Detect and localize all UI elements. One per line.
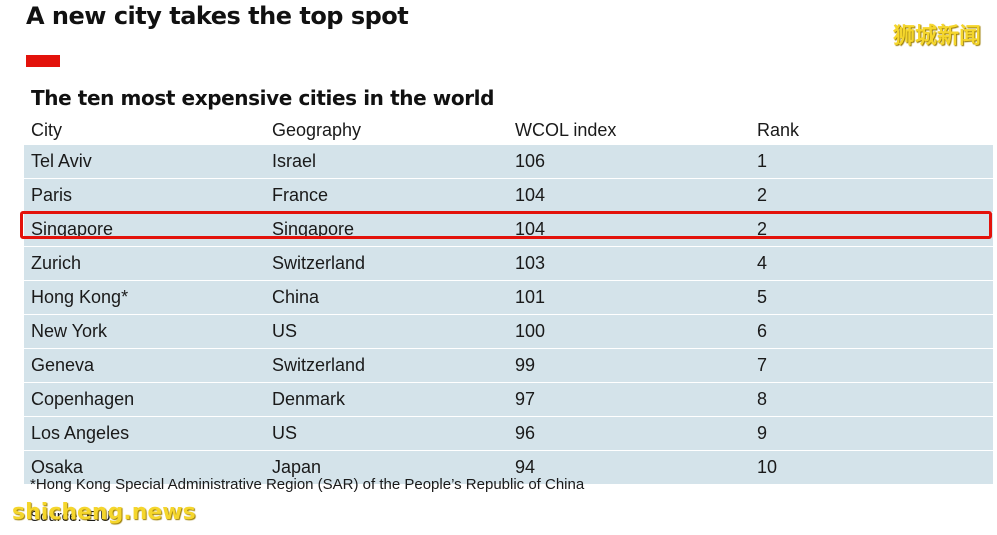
table-cell-geography: Israel — [272, 151, 317, 171]
table-cell-geography: Singapore — [272, 219, 355, 239]
table-cell-city: Geneva — [31, 355, 95, 375]
table-cell-city: Los Angeles — [31, 423, 130, 443]
table-cell-city: Copenhagen — [31, 389, 135, 409]
table-cell-geography: Japan — [272, 457, 322, 477]
table-cell-geography: US — [272, 423, 298, 443]
table-cell-wcol-index: 103 — [515, 253, 546, 273]
source-note: Source: EIU — [30, 508, 111, 525]
table-cell-rank: 7 — [757, 355, 768, 375]
table-row: New York US 100 6 — [24, 314, 993, 348]
table-row: Osaka Japan 94 10 — [24, 450, 993, 484]
table-cell-rank: 9 — [757, 423, 768, 443]
table-cell-rank: 6 — [757, 321, 768, 341]
table-cell-city: Paris — [31, 185, 73, 205]
table-cell-geography: Switzerland — [272, 355, 366, 375]
table-row: Geneva Switzerland 99 7 — [24, 348, 993, 382]
column-header-wcol-index: WCOL index — [515, 119, 617, 140]
table-cell-wcol-index: 94 — [515, 457, 536, 477]
table-row: Paris France 104 2 — [24, 178, 993, 212]
table-title: The ten most expensive cities in the wor… — [31, 86, 495, 110]
table-cell-wcol-index: 100 — [515, 321, 546, 341]
table-row: Copenhagen Denmark 97 8 — [24, 382, 993, 416]
table-cell-city: Tel Aviv — [31, 151, 92, 171]
table-cell-wcol-index: 101 — [515, 287, 546, 307]
table-cell-wcol-index: 96 — [515, 423, 536, 443]
table-cell-city: Zurich — [31, 253, 82, 273]
table-cell-rank: 5 — [757, 287, 768, 307]
table-cell-geography: Switzerland — [272, 253, 366, 273]
table-cell-geography: Denmark — [272, 389, 346, 409]
table-cell-wcol-index: 106 — [515, 151, 546, 171]
table-cell-rank: 10 — [757, 457, 778, 477]
table-cell-city: Osaka — [31, 457, 84, 477]
footnote: *Hong Kong Special Administrative Region… — [30, 476, 585, 493]
table-cell-geography: China — [272, 287, 320, 307]
table-row: Los Angeles US 96 9 — [24, 416, 993, 450]
table-cell-city: Hong Kong* — [31, 287, 129, 307]
table-cell-rank: 2 — [757, 219, 768, 239]
table-cell-rank: 8 — [757, 389, 768, 409]
column-header-rank: Rank — [757, 119, 800, 140]
table-cell-geography: US — [272, 321, 298, 341]
table-cell-rank: 1 — [757, 151, 768, 171]
table-row: Singapore Singapore 104 2 — [24, 212, 993, 246]
table-cell-wcol-index: 104 — [515, 219, 546, 239]
table-row: Tel Aviv Israel 106 1 — [24, 145, 993, 178]
table-cell-wcol-index: 99 — [515, 355, 536, 375]
table-header-row: City Geography WCOL index Rank — [24, 115, 993, 145]
table-cell-geography: France — [272, 185, 329, 205]
headline: A new city takes the top spot — [26, 2, 409, 30]
table-row: Zurich Switzerland 103 4 — [24, 246, 993, 280]
table-cell-city: New York — [31, 321, 108, 341]
column-header-geography: Geography — [272, 119, 362, 140]
table-cell-city: Singapore — [31, 219, 114, 239]
table-cell-rank: 2 — [757, 185, 768, 205]
brand-red-bar — [26, 55, 60, 67]
table-cell-rank: 4 — [757, 253, 768, 273]
watermark-english: shicheng.news — [12, 500, 196, 525]
table-cell-wcol-index: 104 — [515, 185, 546, 205]
cities-table: City Geography WCOL index Rank Tel Aviv I… — [24, 115, 993, 484]
table-row: Hong Kong* China 101 5 — [24, 280, 993, 314]
table-cell-wcol-index: 97 — [515, 389, 536, 409]
watermark-chinese: 狮城新闻 — [892, 24, 981, 49]
column-header-city: City — [31, 119, 62, 140]
